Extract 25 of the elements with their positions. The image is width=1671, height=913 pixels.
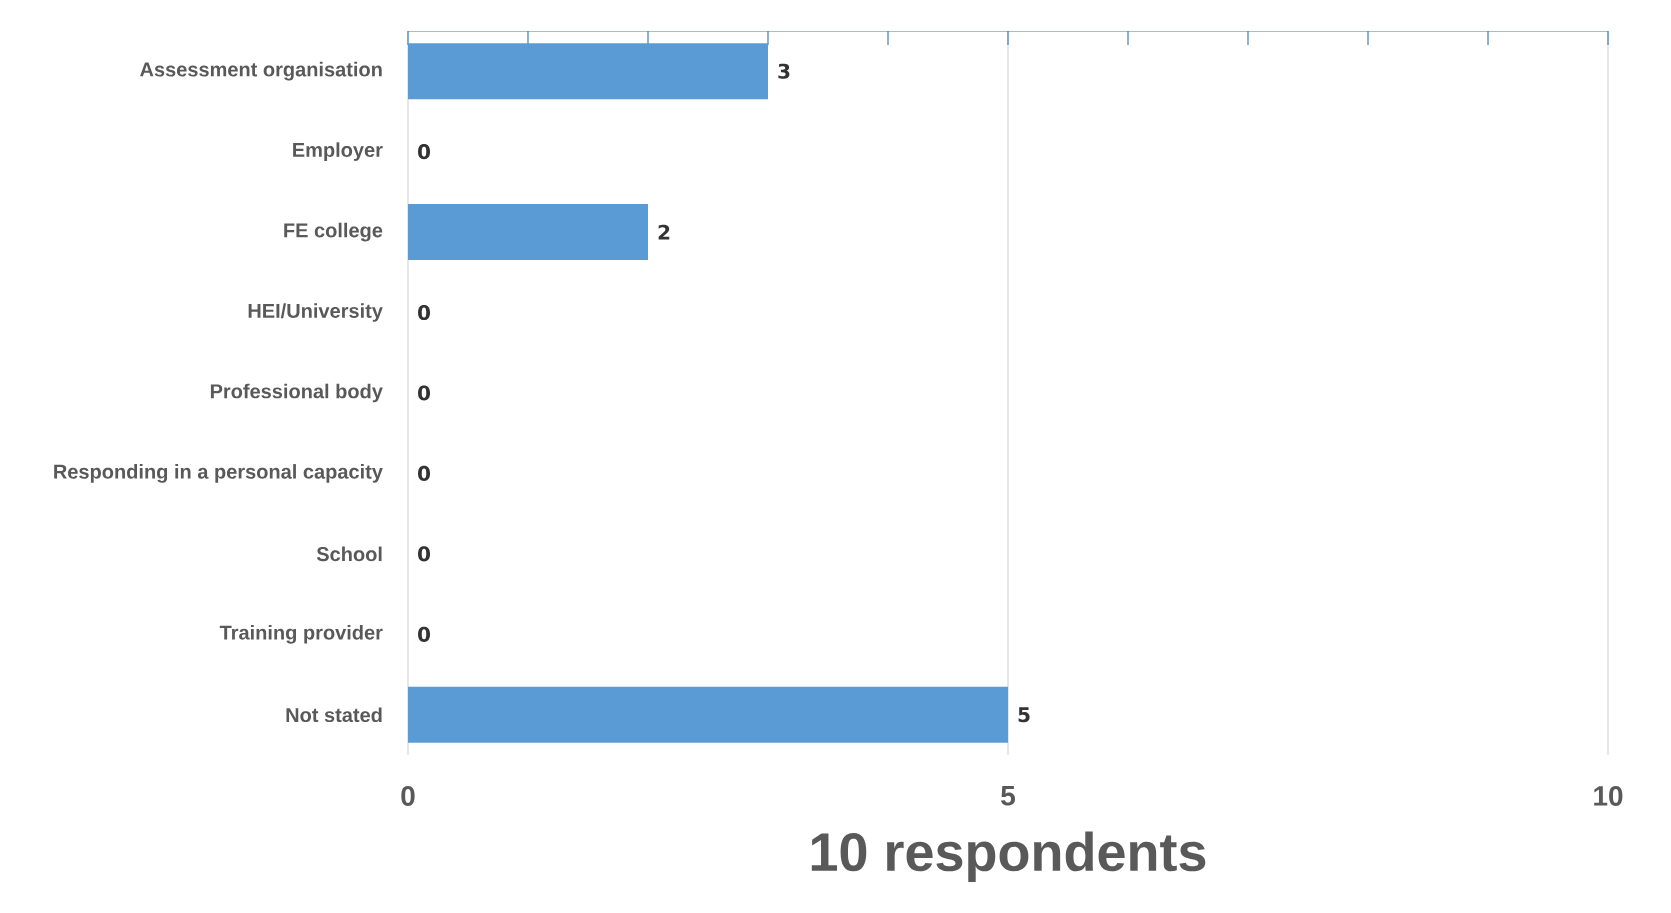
data-label: 0 xyxy=(418,144,431,160)
data-label: 0 xyxy=(418,304,431,321)
x-axis-title: 10 respondents xyxy=(811,831,1206,882)
y-tick-label: HEI/University xyxy=(248,303,383,322)
y-tick-label: Employer xyxy=(293,142,383,161)
y-tick-label: Professional body xyxy=(210,383,383,403)
x-tick-label: 10 xyxy=(1594,786,1623,806)
y-tick-label: Responding in a personal capacity xyxy=(54,464,383,483)
x-tick-label: 5 xyxy=(1001,786,1016,806)
data-label: 0 xyxy=(418,465,431,481)
bar xyxy=(407,43,768,100)
x-tick-label: 0 xyxy=(401,786,415,806)
data-label: 2 xyxy=(658,224,670,240)
data-label: 5 xyxy=(1018,707,1030,723)
data-label: 0 xyxy=(418,385,431,401)
bar xyxy=(407,204,648,261)
y-tick-label: Training provider xyxy=(219,624,383,644)
y-tick-label: School xyxy=(316,546,382,562)
data-label: 0 xyxy=(418,546,431,562)
data-label: 0 xyxy=(418,626,431,642)
data-label: 3 xyxy=(778,63,790,79)
y-tick-label: Assessment organisation xyxy=(140,61,382,81)
y-tick-label: FE college xyxy=(284,222,383,242)
bar xyxy=(407,686,1008,743)
y-tick-label: Not stated xyxy=(286,707,382,723)
